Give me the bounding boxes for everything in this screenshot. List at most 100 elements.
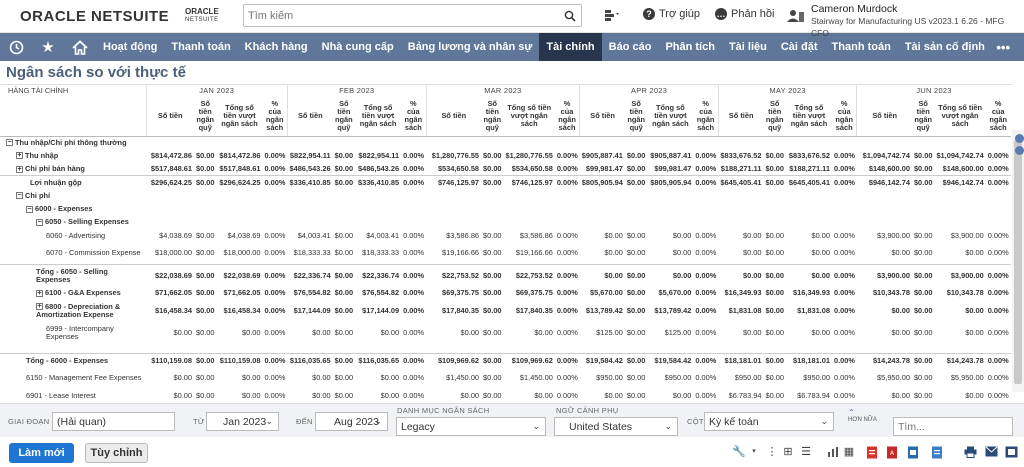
table-cell[interactable]: $0.00 xyxy=(196,150,215,160)
table-cell[interactable]: 0.00% xyxy=(403,372,425,382)
table-cell[interactable]: 0.00% xyxy=(401,175,427,190)
table-cell[interactable]: $188,271.11 xyxy=(720,163,762,173)
table-cell[interactable]: $0.00 xyxy=(173,327,193,337)
budget-column-header[interactable]: Số tiền ngân quỹ xyxy=(194,96,217,137)
email-icon[interactable] xyxy=(985,446,998,458)
table-cell[interactable]: $486,543.26 xyxy=(289,163,331,173)
table-cell[interactable]: $0.00 xyxy=(913,305,933,315)
excel-icon[interactable] xyxy=(907,446,919,459)
table-cell[interactable]: $0.00 xyxy=(624,263,648,287)
table-cell[interactable]: $0.00 xyxy=(765,248,784,258)
row-label[interactable]: 6100 - G&A Expenses xyxy=(45,288,121,298)
table-cell[interactable]: 0.00% xyxy=(987,248,1009,258)
table-cell[interactable]: $22,753.52 xyxy=(503,263,555,287)
nav-analytics[interactable]: Phân tích xyxy=(665,41,715,53)
table-cell[interactable]: $905,887.41 xyxy=(650,150,692,160)
table-cell[interactable]: $0.00 xyxy=(811,230,830,240)
collapse-icon[interactable] xyxy=(1015,146,1024,155)
table-cell[interactable]: $18,333.33 xyxy=(362,248,400,258)
percent-budget-column-header[interactable]: % của ngân sách xyxy=(831,96,857,137)
csv-icon[interactable] xyxy=(931,446,943,459)
table-cell[interactable]: $148,600.00 xyxy=(868,163,910,173)
table-cell[interactable]: $16,349.93 xyxy=(724,288,762,298)
table-cell[interactable]: $822,954.11 xyxy=(358,150,400,160)
nav-payments[interactable]: Thanh toán xyxy=(171,41,231,53)
table-cell[interactable]: $296,624.25 xyxy=(146,175,194,190)
table-cell[interactable]: $69,375.75 xyxy=(515,288,553,298)
table-cell[interactable]: $0.00 xyxy=(196,305,215,315)
table-cell[interactable]: $746,125.97 xyxy=(503,175,555,190)
feedback-button[interactable]: … Phản hồi xyxy=(715,8,774,20)
table-cell[interactable]: $0.00 xyxy=(483,372,502,382)
table-cell[interactable]: 0.00% xyxy=(693,263,719,287)
table-cell[interactable]: 0.00% xyxy=(554,263,580,287)
table-cell[interactable]: $0.00 xyxy=(334,390,354,398)
budget-column-header[interactable]: Số tiền ngân quỹ xyxy=(481,96,504,137)
table-cell[interactable]: $18,333.33 xyxy=(293,248,331,258)
percent-budget-column-header[interactable]: % của ngân sách xyxy=(985,96,1011,137)
table-cell[interactable]: 0.00% xyxy=(693,175,719,190)
budget-column-header[interactable]: Số tiền ngân quỹ xyxy=(911,96,935,137)
table-cell[interactable]: 0.00% xyxy=(264,305,286,315)
table-cell[interactable]: $22,336.74 xyxy=(355,263,402,287)
table-cell[interactable]: $0.00 xyxy=(380,327,400,337)
table-cell[interactable]: $3,900.00 xyxy=(934,263,986,287)
table-cell[interactable]: 0.00% xyxy=(403,305,425,315)
nav-setup[interactable]: Cài đặt xyxy=(780,41,818,53)
table-cell[interactable]: $0.00 xyxy=(334,150,354,160)
table-cell[interactable]: $805,905.94 xyxy=(579,175,625,190)
table-cell[interactable]: $0.00 xyxy=(672,390,692,398)
table-cell[interactable]: $0.00 xyxy=(911,263,935,287)
table-cell[interactable]: $950.00 xyxy=(596,372,623,382)
amount-column-header[interactable]: Số tiền xyxy=(286,96,333,137)
table-cell[interactable]: $0.00 xyxy=(481,263,504,287)
percent-budget-column-header[interactable]: % của ngân sách xyxy=(693,96,719,137)
nav-payments-2[interactable]: Thanh toán xyxy=(831,41,891,53)
vertical-scrollbar[interactable] xyxy=(1012,130,1024,392)
table-cell[interactable]: $0.00 xyxy=(811,327,830,337)
row-label[interactable]: Chi phí xyxy=(25,190,51,200)
home-icon[interactable] xyxy=(64,33,96,61)
table-cell[interactable]: $0.00 xyxy=(765,390,784,398)
table-cell[interactable]: 0.00% xyxy=(403,150,425,160)
table-cell[interactable]: $22,038.69 xyxy=(216,263,263,287)
table-cell[interactable]: $746,125.97 xyxy=(426,175,482,190)
table-cell[interactable]: 0.00% xyxy=(695,288,717,298)
export-icon[interactable] xyxy=(1005,446,1018,458)
table-cell[interactable]: 0.00% xyxy=(831,175,857,190)
table-cell[interactable]: $0.00 xyxy=(965,248,984,258)
table-cell[interactable]: $1,831.08 xyxy=(728,305,762,315)
table-cell[interactable]: $17,144.09 xyxy=(362,305,400,315)
period-field[interactable]: (Hải quan) xyxy=(52,412,175,431)
table-cell[interactable]: $1,280,776.55 xyxy=(431,150,480,160)
table-cell[interactable]: $125.00 xyxy=(596,327,623,337)
table-cell[interactable]: $0.00 xyxy=(626,230,646,240)
table-cell[interactable]: $0.00 xyxy=(242,372,261,382)
table-cell[interactable]: $3,900.00 xyxy=(950,230,984,240)
table-cell[interactable]: $18,181.01 xyxy=(718,353,764,367)
table-cell[interactable]: $16,458.34 xyxy=(155,305,192,315)
table-cell[interactable]: $0.00 xyxy=(460,390,480,398)
table-cell[interactable]: $0.00 xyxy=(483,230,502,240)
table-cell[interactable]: $0.00 xyxy=(626,305,646,315)
table-cell[interactable]: $0.00 xyxy=(626,163,646,173)
table-cell[interactable]: $833,676.52 xyxy=(720,150,762,160)
row-label[interactable]: Thu nhập/Chi phí thông thường xyxy=(15,137,127,147)
table-cell[interactable]: $0.00 xyxy=(312,372,331,382)
table-cell[interactable]: $110,159.08 xyxy=(216,353,263,367)
table-cell[interactable]: $17,840.35 xyxy=(442,305,480,315)
table-cell[interactable]: 0.00% xyxy=(987,230,1009,240)
table-cell[interactable]: 0.00% xyxy=(831,353,857,367)
table-cell[interactable]: $0.00 xyxy=(483,327,502,337)
table-cell[interactable]: $0.00 xyxy=(626,248,646,258)
table-cell[interactable]: $0.00 xyxy=(334,163,354,173)
table-cell[interactable]: $0.00 xyxy=(332,263,356,287)
table-cell[interactable]: $0.00 xyxy=(334,248,354,258)
table-cell[interactable]: 0.00% xyxy=(403,327,425,337)
table-cell[interactable]: $19,166.66 xyxy=(442,248,480,258)
row-label[interactable]: 6000 - Expenses xyxy=(35,204,93,214)
table-cell[interactable]: $109,969.62 xyxy=(503,353,555,367)
table-cell[interactable]: 0.00% xyxy=(556,390,578,398)
over-budget-column-header[interactable]: Tổng số tiền vượt ngân sách xyxy=(647,96,694,137)
table-cell[interactable]: $0.00 xyxy=(604,390,623,398)
